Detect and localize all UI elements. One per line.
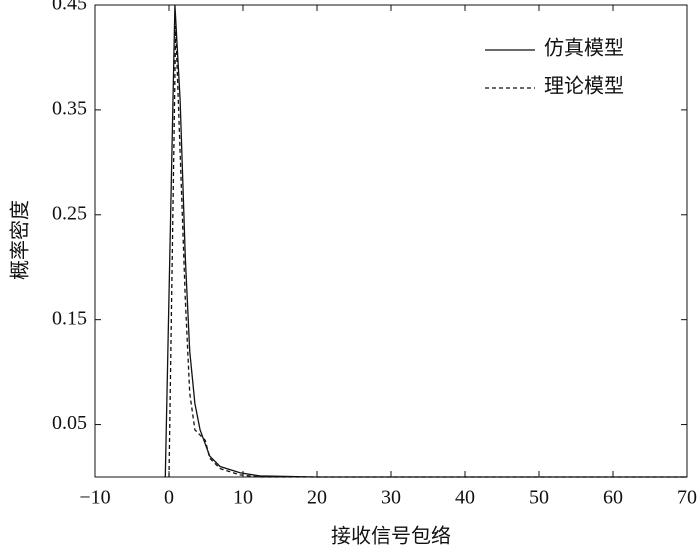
legend-label: 理论模型 — [544, 75, 624, 98]
legend-label: 仿真模型 — [544, 37, 624, 60]
x-tick-label: 50 — [529, 487, 549, 509]
y-axis-label: 概率密度 — [9, 200, 32, 280]
x-tick-label: 30 — [381, 487, 401, 509]
x-tick-label: 0 — [164, 487, 174, 509]
x-tick-label: 70 — [677, 487, 697, 509]
x-axis-label: 接收信号包络 — [331, 525, 451, 548]
x-tick-label: 40 — [455, 487, 475, 509]
x-tick-label: 10 — [233, 487, 253, 509]
series-line — [168, 25, 687, 478]
x-tick-label: −10 — [79, 487, 110, 509]
x-tick-label: 60 — [603, 487, 623, 509]
y-tick-label: 0.15 — [52, 307, 87, 329]
y-tick-label: 0.05 — [52, 412, 87, 434]
y-tick-label: 0.25 — [52, 202, 87, 224]
y-tick-label: 0.35 — [52, 97, 87, 119]
series-line — [164, 4, 687, 478]
x-tick-label: 20 — [307, 487, 327, 509]
y-tick-label: 0.45 — [52, 0, 87, 15]
